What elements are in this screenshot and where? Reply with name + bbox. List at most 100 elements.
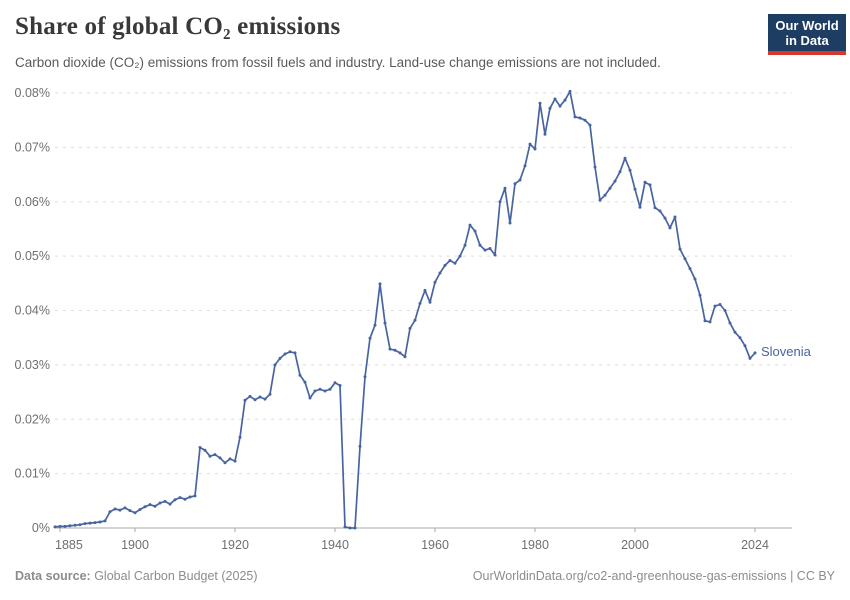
x-tick-label: 2000 [621,538,649,552]
data-point [558,104,562,108]
data-point [743,344,747,348]
data-point [248,394,252,398]
data-point [553,97,557,101]
owid-logo-line1: Our World [775,18,839,33]
data-point [703,319,707,323]
data-point [498,200,502,204]
data-point [78,523,82,527]
data-point [253,398,257,402]
x-tick-label: 1885 [55,538,83,552]
data-point [68,524,72,528]
data-point [658,209,662,213]
data-point [333,381,337,385]
data-point [753,351,757,355]
data-point [518,178,522,182]
data-point [223,461,227,465]
data-point [713,304,717,308]
data-point [433,280,437,284]
data-point [88,521,92,525]
data-source-text: Global Carbon Budget (2025) [90,569,258,583]
data-point [138,508,142,511]
x-tick-label: 1900 [121,538,149,552]
data-point [318,387,322,391]
owid-logo: Our World in Data [768,14,846,55]
data-point [648,183,652,187]
data-point [133,511,137,515]
x-tick-label: 2024 [741,538,769,552]
data-point [643,180,647,184]
data-point [268,392,272,396]
data-point [228,457,232,461]
data-point [53,525,57,529]
data-point [523,164,527,168]
data-point [453,261,457,265]
data-point [383,321,387,325]
y-tick-label: 0.04% [15,304,50,318]
data-point [503,186,507,190]
data-point [393,348,397,352]
data-point [663,216,667,220]
data-point [573,115,577,119]
data-point [83,522,87,526]
y-tick-label: 0.05% [15,249,50,263]
data-point [153,504,157,508]
data-point [98,520,102,524]
data-point [533,147,537,151]
data-point [93,521,97,525]
data-point [118,508,122,512]
data-point [483,248,487,252]
data-point [693,277,697,281]
data-point [448,259,452,262]
data-point [328,387,332,391]
data-point [408,326,412,330]
data-line-slovenia[interactable] [54,90,756,529]
data-point [748,356,752,360]
data-point [128,509,132,513]
data-point [243,398,247,402]
attribution-link[interactable]: OurWorldinData.org/co2-and-greenhouse-ga… [472,569,835,583]
data-point [343,525,347,529]
data-point [338,384,342,387]
data-point [413,318,417,322]
data-point [463,243,467,247]
data-point [353,526,357,530]
series-label-slovenia[interactable]: Slovenia [761,344,811,359]
data-point [313,389,317,393]
data-point [598,198,602,202]
data-point [548,106,552,110]
data-point [208,454,212,458]
data-point [258,395,262,399]
y-tick-label: 0.06% [15,195,50,209]
data-point [603,193,607,197]
data-point [618,170,622,174]
data-point [508,221,512,225]
data-point [378,282,382,286]
data-point [468,223,472,227]
chart-title: Share of global CO₂ emissions [15,13,341,40]
data-point [283,352,287,356]
data-point [348,526,352,530]
y-tick-label: 0.07% [15,140,50,154]
data-point [203,448,207,452]
data-point [273,363,277,367]
data-point [638,205,642,209]
data-point [188,495,192,499]
data-point [308,396,312,400]
data-point [608,186,612,190]
data-point [303,380,307,384]
data-point [473,229,477,233]
data-point [613,179,617,183]
data-point [73,523,77,527]
data-point [678,247,682,251]
data-point [238,435,242,439]
data-point [688,267,692,271]
data-source-note: Data source: Global Carbon Budget (2025) [15,569,258,583]
data-point [698,293,702,297]
data-point [633,187,637,191]
y-tick-label: 0% [32,521,50,535]
data-point [173,498,177,502]
data-point [513,182,517,186]
data-point [673,215,677,219]
